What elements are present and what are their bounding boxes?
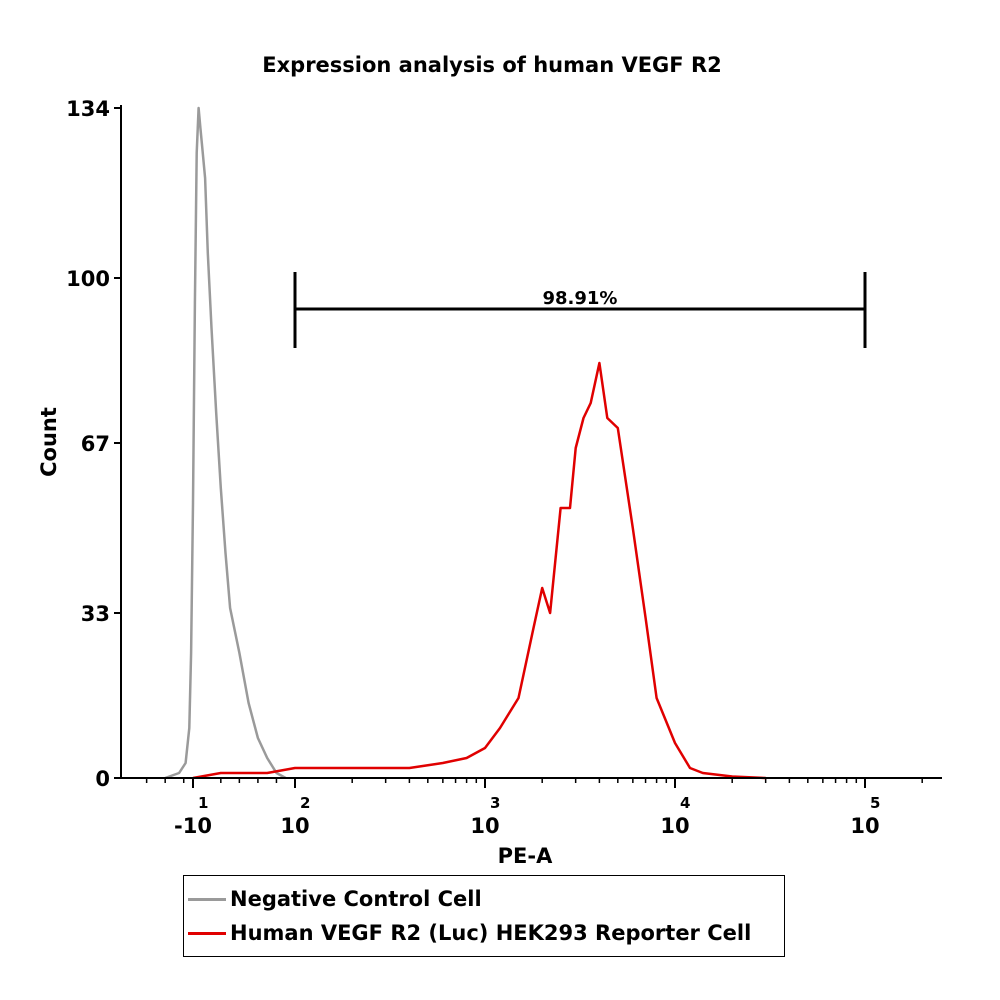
series-line-1	[192, 361, 766, 780]
y-tick-label: 0	[95, 767, 110, 791]
x-tick-exponent: 5	[870, 794, 880, 812]
legend-swatch-negative-control	[188, 897, 226, 901]
x-tick-label: 10	[850, 814, 879, 838]
x-axis-ticks: -10 1 10 2 10 3 10 4 10 5	[145, 778, 923, 838]
x-axis-label: PE-A	[498, 844, 553, 868]
x-tick-label: 10	[280, 814, 309, 838]
x-tick-exponent: 4	[680, 794, 690, 812]
y-axis-label: Count	[37, 407, 61, 477]
x-tick-label: 10	[470, 814, 499, 838]
series-line-0	[164, 106, 287, 780]
legend-swatch-reporter-cell	[188, 931, 226, 935]
legend-item-negative-control: Negative Control Cell	[184, 882, 482, 916]
y-tick-label: 67	[81, 432, 110, 456]
x-tick-label: -10	[174, 814, 212, 838]
gate-marker: 98.91%	[293, 272, 867, 348]
y-tick-label: 100	[66, 267, 110, 291]
x-tick-exponent: 3	[490, 794, 500, 812]
x-tick-label: 10	[660, 814, 689, 838]
y-tick-label: 33	[81, 602, 110, 626]
y-tick-label: 134	[66, 97, 110, 121]
x-tick-exponent: 2	[300, 794, 310, 812]
gate-percentage-label: 98.91%	[543, 288, 618, 309]
x-tick-exponent: 1	[198, 794, 208, 812]
y-axis-ticks: 0 33 67 100 134	[66, 97, 121, 791]
legend-label-negative-control: Negative Control Cell	[230, 887, 482, 911]
legend: Negative Control Cell Human VEGF R2 (Luc…	[183, 875, 785, 957]
chart-title: Expression analysis of human VEGF R2	[262, 53, 721, 77]
series-layer	[164, 106, 766, 780]
legend-item-reporter-cell: Human VEGF R2 (Luc) HEK293 Reporter Cell	[184, 916, 751, 950]
legend-label-reporter-cell: Human VEGF R2 (Luc) HEK293 Reporter Cell	[230, 921, 752, 945]
